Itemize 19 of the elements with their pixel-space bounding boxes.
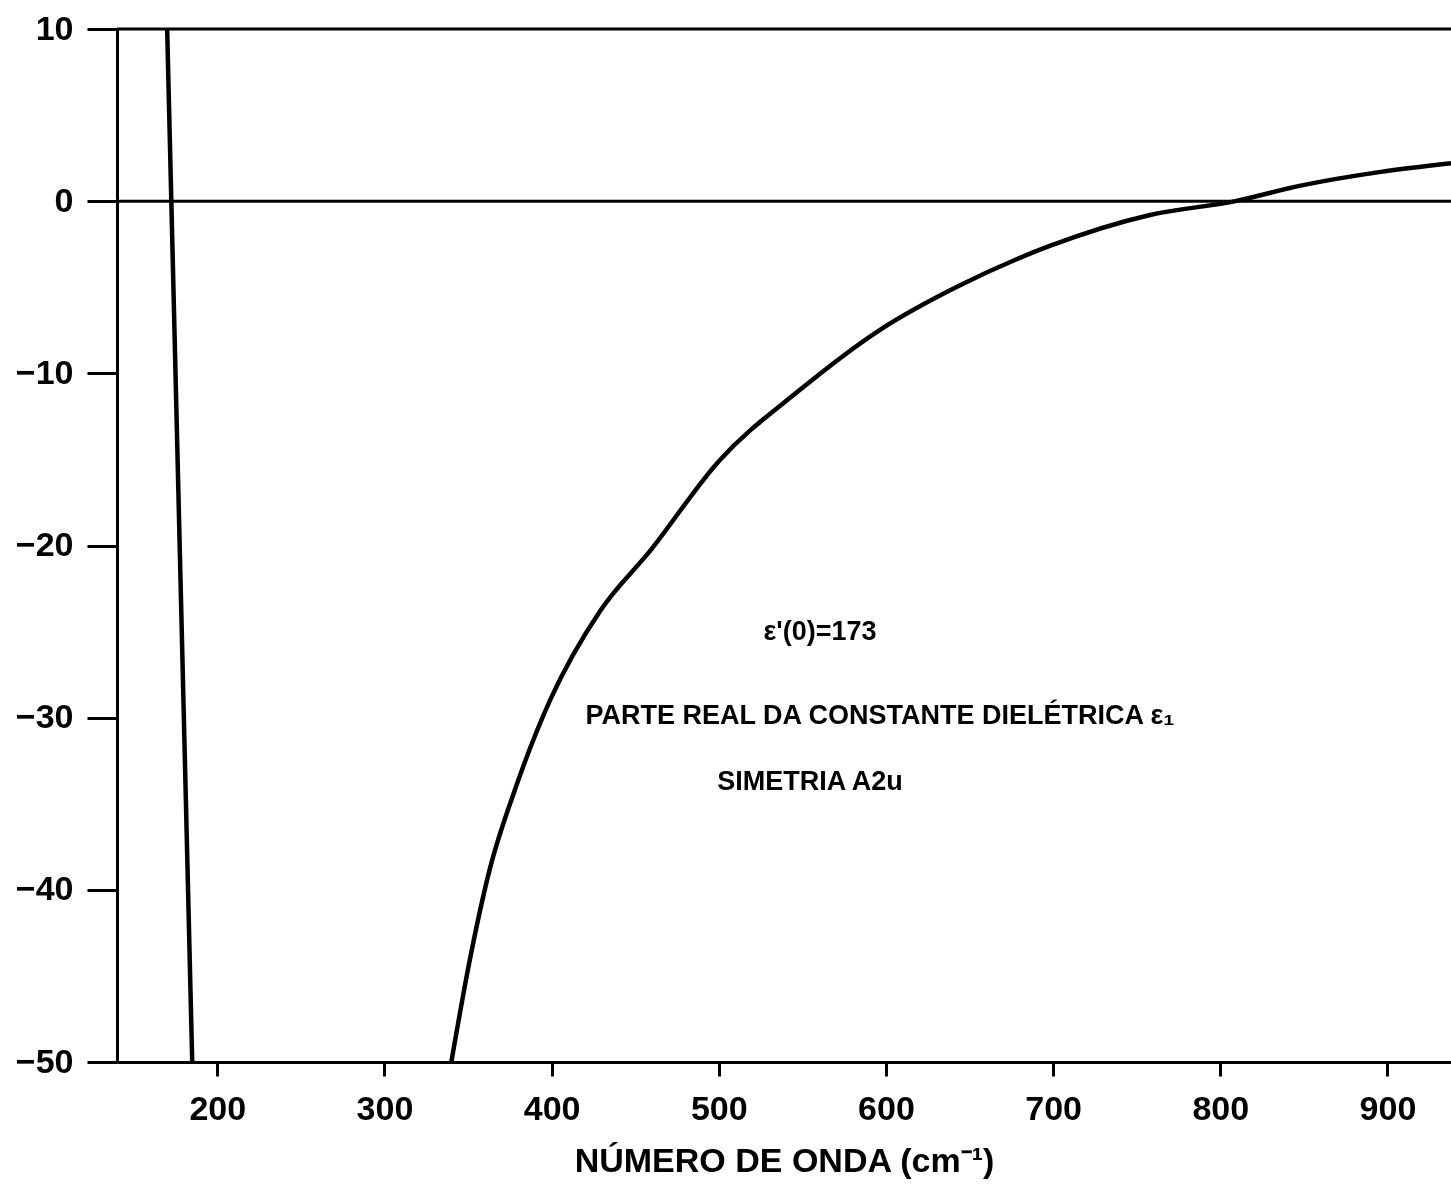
x-tick-label: 700 — [1025, 1088, 1083, 1127]
annotation: PARTE REAL DA CONSTANTE DIELÉTRICA ε₁ — [585, 699, 1175, 730]
annotation: SIMETRIA A2u — [717, 766, 903, 796]
x-tick-label: 200 — [189, 1088, 247, 1127]
x-tick-label: 500 — [690, 1088, 748, 1127]
annotation: ε'(0)=173 — [763, 616, 877, 646]
x-tick-label: 400 — [523, 1088, 581, 1127]
y-tick-label: −30 — [15, 697, 74, 736]
y-tick-label: −10 — [15, 352, 74, 391]
x-tick-label: 600 — [858, 1088, 915, 1127]
x-tick-label: 800 — [1192, 1088, 1250, 1127]
x-tick-label: 900 — [1359, 1088, 1417, 1127]
x-tick-label: 300 — [356, 1088, 414, 1127]
y-tick-label: −40 — [15, 869, 74, 908]
y-tick-label: −50 — [15, 1041, 74, 1080]
y-tick-label: 10 — [35, 8, 74, 47]
y-tick-label: −20 — [15, 525, 74, 563]
x-axis-title: NÚMERO DE ONDA (cm⁻¹) — [574, 1140, 995, 1179]
y-tick-label: 0 — [54, 180, 74, 219]
